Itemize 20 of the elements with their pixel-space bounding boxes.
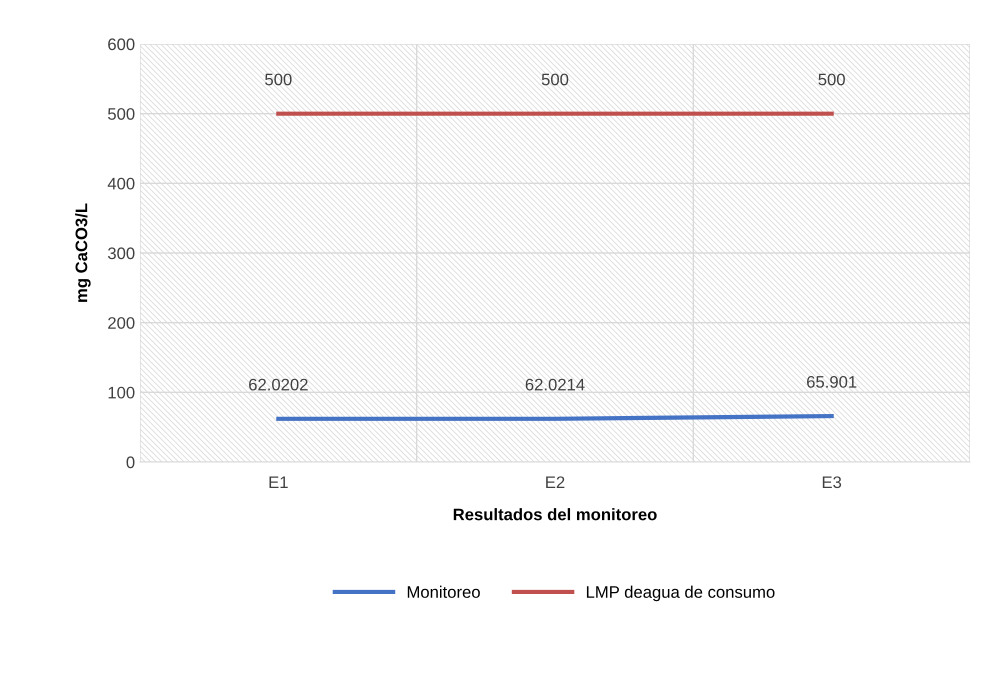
- x-tick-label: E2: [546, 476, 564, 488]
- y-axis-title: mg CaCO3/L: [75, 204, 91, 302]
- y-tick-label: 200: [108, 317, 134, 329]
- y-tick-label: 400: [108, 178, 134, 190]
- data-label: 500: [818, 74, 845, 86]
- legend-label: Monitoreo: [408, 586, 480, 598]
- legend-label: LMP deagua de consumo: [586, 586, 775, 602]
- data-label: 500: [265, 74, 292, 86]
- y-tick-label: 300: [108, 247, 134, 260]
- data-label: 62.0202: [249, 378, 308, 390]
- y-tick-label: 100: [108, 386, 134, 399]
- y-tick-label: 600: [108, 38, 134, 50]
- data-label: 500: [542, 74, 568, 86]
- data-label: 62.0214: [526, 378, 585, 390]
- y-tick-label: 0: [126, 456, 134, 468]
- x-tick-label: E3: [822, 476, 842, 488]
- data-label: 65.901: [807, 376, 856, 388]
- y-tick-label: 500: [108, 108, 134, 120]
- x-axis-title: Resultados del monitoreo: [454, 508, 657, 520]
- x-tick-label: E1: [270, 476, 288, 488]
